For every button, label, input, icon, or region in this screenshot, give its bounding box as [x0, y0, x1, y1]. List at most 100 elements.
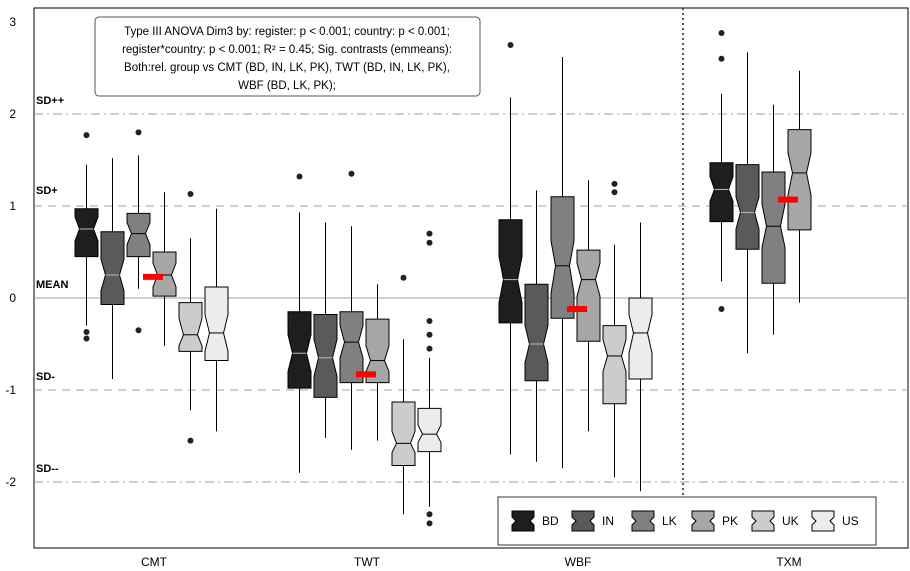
anova-annotation: Type III ANOVA Dim3 by: register: p < 0.…: [94, 16, 481, 97]
box-twt-us: [417, 230, 442, 527]
outlier-point: [83, 335, 90, 342]
box-cmt-bd: [74, 132, 99, 342]
annotation-line: WBF (BD, LK, PK);: [238, 80, 336, 92]
legend-swatch: [691, 510, 715, 532]
box-wbf-us: [628, 222, 653, 492]
mean-marker: [567, 306, 587, 313]
outlier-point: [83, 132, 90, 139]
annotation-line: register*country: p < 0.001; R² = 0.45; …: [122, 44, 452, 56]
outlier-point: [348, 170, 355, 177]
group-txm: [709, 30, 812, 354]
outlier-point: [83, 329, 90, 336]
box-twt-uk: [391, 274, 416, 515]
legend-swatch: [631, 510, 655, 532]
outlier-point: [718, 306, 725, 313]
box-body: [74, 208, 99, 258]
box-txm-pk: [787, 70, 812, 303]
group-cmt: [74, 129, 229, 444]
y-tick-label: 0: [9, 291, 16, 305]
x-tick-label: CMT: [141, 555, 168, 569]
legend-swatch: [571, 510, 595, 532]
sd-label: SD--: [36, 463, 59, 475]
mean-marker: [356, 371, 376, 378]
outlier-point: [611, 189, 618, 196]
outlier-point: [400, 274, 407, 281]
legend-item-lk: LK: [631, 510, 677, 532]
box-body: [735, 164, 760, 250]
box-body: [152, 251, 177, 297]
x-tick-label: TWT: [354, 555, 381, 569]
y-tick-label: 1: [9, 199, 16, 213]
outlier-point: [426, 331, 433, 338]
box-wbf-uk: [602, 180, 627, 478]
box-body: [178, 302, 203, 352]
outlier-point: [187, 437, 194, 444]
box-body: [204, 286, 229, 362]
sd-label: SD+: [36, 185, 58, 197]
annotation-line: Both:rel. group vs CMT (BD, IN, LK, PK),…: [124, 62, 450, 74]
box-wbf-lk: [550, 56, 575, 469]
box-body: [498, 219, 523, 324]
legend: BD IN LK PK UK US: [497, 496, 877, 546]
outlier-point: [426, 239, 433, 246]
outlier-point: [718, 55, 725, 62]
y-tick-label: 3: [9, 15, 16, 29]
y-tick-label: -1: [5, 383, 16, 397]
annotation-box: [94, 16, 481, 97]
outlier-point: [296, 173, 303, 180]
box-twt-bd: [287, 173, 312, 473]
box-body: [628, 297, 653, 380]
legend-item-pk: PK: [691, 510, 738, 532]
box-txm-bd: [709, 30, 734, 313]
box-body: [287, 311, 312, 389]
box-body: [365, 318, 390, 384]
legend-box: [497, 496, 877, 546]
legend-swatch: [811, 510, 835, 532]
x-tick-label: WBF: [565, 555, 592, 569]
box-cmt-lk: [126, 129, 151, 334]
outlier-point: [426, 318, 433, 324]
box-twt-pk: [365, 284, 390, 441]
legend-swatch: [511, 510, 535, 532]
mean-marker: [143, 273, 163, 280]
box-body: [524, 283, 549, 382]
box-wbf-pk: [576, 180, 601, 432]
box-body: [391, 401, 416, 466]
box-wbf-in: [524, 190, 549, 462]
box-cmt-us: [204, 208, 229, 432]
boxplots: [74, 30, 812, 527]
box-cmt-pk: [152, 192, 177, 346]
outlier-point: [426, 511, 433, 518]
box-body: [339, 311, 364, 384]
outlier-point: [611, 180, 618, 187]
outlier-point: [426, 345, 433, 352]
sd-labels: SD++ SD+ MEAN SD- SD--: [36, 95, 68, 475]
box-body: [602, 325, 627, 405]
group-wbf: [498, 42, 653, 492]
outlier-point: [426, 230, 433, 237]
outlier-point: [426, 520, 433, 527]
annotation-line: Type III ANOVA Dim3 by: register: p < 0.…: [124, 26, 450, 38]
mean-marker: [778, 196, 798, 203]
box-body: [576, 249, 601, 342]
sd-label: SD++: [36, 95, 64, 107]
box-body: [313, 314, 338, 398]
box-body: [417, 407, 442, 453]
box-twt-lk: [339, 170, 364, 450]
outlier-point: [507, 42, 514, 48]
outlier-point: [187, 191, 194, 198]
outlier-point: [135, 327, 142, 334]
y-tick-label: 2: [9, 107, 16, 121]
y-axis: 3 2 1 0 -1 -2: [5, 15, 16, 489]
legend-item-us: US: [811, 510, 859, 532]
legend-label: IN: [602, 514, 614, 528]
box-wbf-bd: [498, 42, 523, 455]
outlier-point: [135, 129, 142, 136]
box-cmt-in: [100, 158, 125, 379]
legend-item-uk: UK: [751, 510, 799, 532]
outlier-point: [718, 30, 725, 37]
legend-item-bd: BD: [511, 510, 559, 532]
x-axis: CMT TWT WBF TXM: [141, 555, 802, 569]
legend-swatch: [751, 510, 775, 532]
